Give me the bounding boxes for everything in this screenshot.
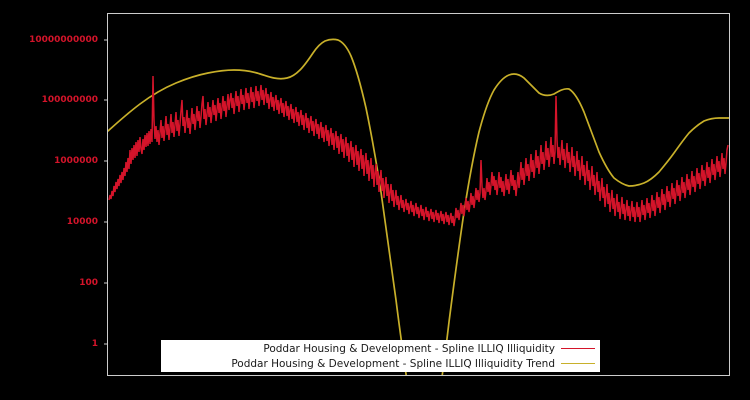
illiquidity-line-series [108, 75, 729, 227]
legend-item-illiquidity[interactable]: Poddar Housing & Development - Spline IL… [162, 341, 599, 356]
y-tick-label-1e4: 10000 [66, 217, 98, 227]
y-axis-ticks [104, 39, 108, 345]
legend-item-illiquidity-trend[interactable]: Poddar Housing & Development - Spline IL… [162, 356, 599, 371]
legend-swatch-illiquidity [561, 348, 595, 349]
plot-background [108, 14, 729, 375]
y-tick-label-100: 100 [79, 278, 98, 288]
y-tick-label-1e10: 10000000000 [29, 35, 98, 45]
trend-line-series [108, 38, 729, 375]
chart-legend: Poddar Housing & Development - Spline IL… [161, 340, 600, 372]
y-tick-label-1e8: 100000000 [41, 95, 98, 105]
y-tick-label-1e6: 1000000 [54, 156, 98, 166]
legend-swatch-illiquidity-trend [561, 363, 595, 364]
legend-label-illiquidity-trend: Poddar Housing & Development - Spline IL… [231, 357, 555, 370]
legend-label-illiquidity: Poddar Housing & Development - Spline IL… [263, 342, 555, 355]
y-tick-label-1: 1 [91, 339, 98, 349]
axes-spines [107, 13, 730, 376]
